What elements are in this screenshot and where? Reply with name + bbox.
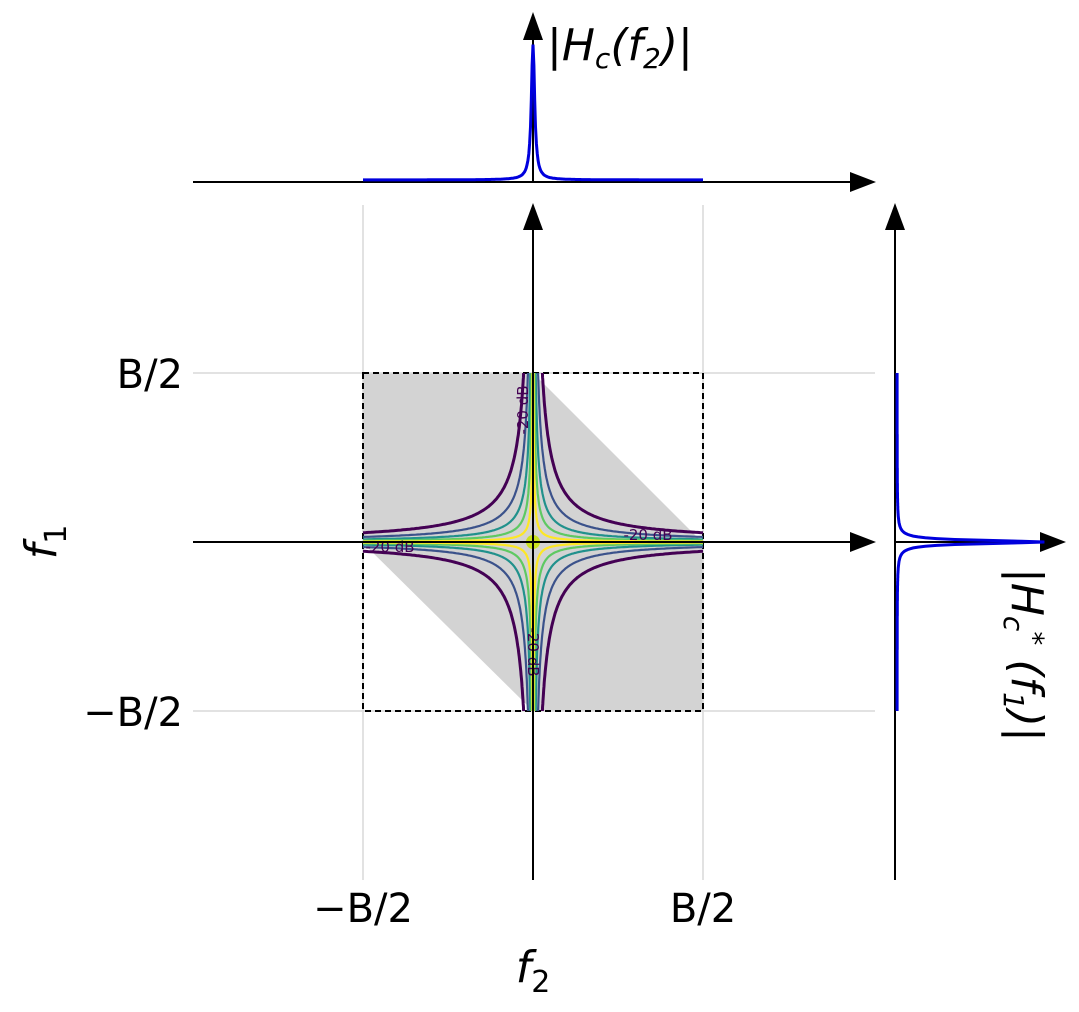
x-tick-label-neg: −B/2: [313, 886, 413, 932]
contour-line: [363, 373, 533, 542]
right-marginal-label: |Hc* (f1)|: [997, 568, 1052, 742]
f1-axis-arrow: [523, 203, 543, 230]
contour-label: -20 dB: [623, 526, 672, 544]
top-marginal-panel: |Hc(f2)|: [193, 12, 876, 192]
contour-line: [362, 373, 526, 535]
contour-line: [363, 542, 533, 711]
contour-line: [540, 549, 704, 711]
contour-line: [362, 549, 526, 711]
contour-label: -20 dB: [365, 538, 414, 556]
top-marginal-curve: [363, 44, 703, 182]
x-axis-label-sub: 2: [531, 965, 550, 1000]
y-tick-label-pos: B/2: [117, 352, 183, 398]
top-vertical-arrow: [523, 12, 543, 40]
contour-line: [363, 543, 532, 711]
x-tick-label-pos: B/2: [670, 886, 736, 932]
f2-axis-arrow: [850, 532, 876, 552]
contour-line: [534, 543, 703, 711]
contour-label: -20 dB: [514, 385, 532, 434]
contour-line: [533, 542, 703, 711]
x-axis-label: f2: [516, 942, 551, 1000]
contour-line: [362, 546, 529, 711]
y-tick-label-neg: −B/2: [83, 690, 183, 736]
main-panel: -20 dB-20 dB-20 dB-20 dB −B/2 B/2 B/2 −B…: [16, 203, 876, 1000]
right-axis-arrow: [885, 203, 905, 230]
top-marginal-label: |Hc(f2)|: [547, 20, 693, 75]
contour-line: [362, 373, 529, 538]
top-axis-arrow: [850, 172, 876, 192]
right-marginal-curve: [895, 373, 1045, 711]
contour-line: [537, 546, 704, 711]
y-axis-label: f1: [16, 525, 74, 560]
right-horizontal-arrow: [1040, 532, 1066, 552]
right-marginal-panel: |Hc* (f1)|: [885, 203, 1066, 880]
contour-line: [534, 373, 703, 541]
contour-line: [540, 373, 704, 535]
contour-line: [363, 373, 532, 541]
contour-line: [537, 373, 704, 538]
contour-line: [533, 373, 703, 542]
